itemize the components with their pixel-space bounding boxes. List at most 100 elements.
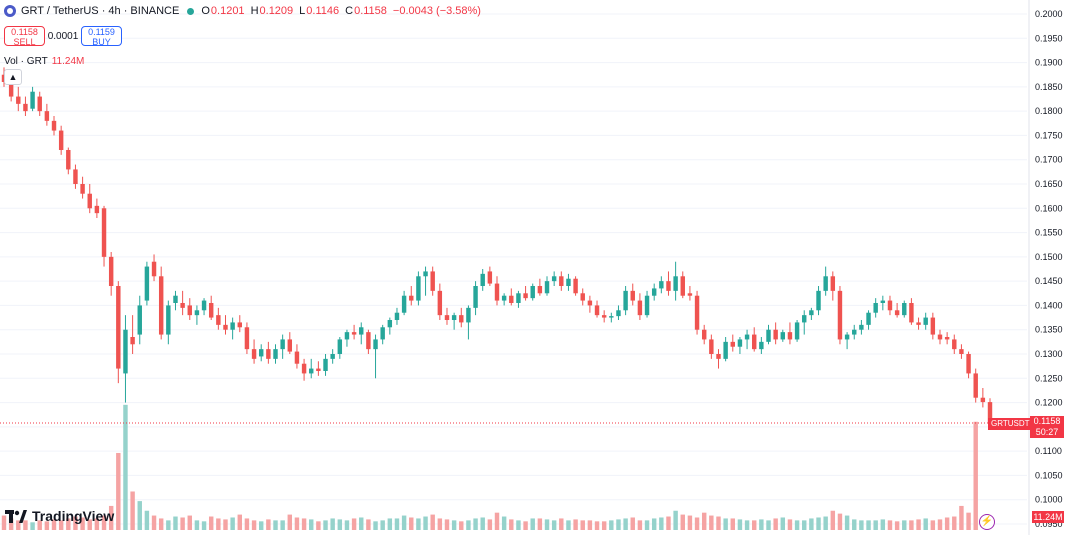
open-value: 0.1201 <box>210 5 245 17</box>
volume-bar <box>651 518 657 530</box>
tradingview-logo[interactable]: TradingView <box>5 508 114 524</box>
buy-button[interactable]: 0.1159 BUY <box>81 26 122 47</box>
candle-body <box>230 322 235 330</box>
price-tick-label: 0.1850 <box>1035 82 1063 92</box>
high-value: 0.1209 <box>259 5 294 17</box>
volume-bar <box>501 516 507 530</box>
volume-bar <box>466 520 471 530</box>
volume-bar <box>130 491 135 530</box>
volume-bar <box>416 518 421 530</box>
volume-bar <box>773 518 778 530</box>
lightning-icon[interactable]: ⚡ <box>979 514 995 530</box>
candle-body <box>609 316 614 318</box>
sell-price: 0.1158 <box>11 27 38 37</box>
last-price-value: 0.1158 <box>1033 416 1061 426</box>
volume-bar <box>301 518 307 530</box>
volume-bar <box>873 520 878 530</box>
candle-body <box>37 96 42 112</box>
candle-body <box>873 303 878 313</box>
last-price-tag: 0.1158 50:27 <box>1030 416 1064 438</box>
candle-body <box>58 130 64 150</box>
candle-body <box>516 293 521 303</box>
price-axis[interactable]: 0.2000 0.1950 0.1900 0.1850 0.1800 0.1750 0.17… <box>1035 9 1063 529</box>
candle-body <box>709 339 714 354</box>
sell-label: SELL <box>13 37 36 47</box>
volume-bar <box>208 516 214 530</box>
volume-bar <box>666 516 671 530</box>
volume-bar <box>530 518 535 530</box>
volume-bar <box>223 519 228 530</box>
volume-bar <box>23 520 28 530</box>
candle-body <box>166 305 171 335</box>
volume-bar <box>487 519 493 530</box>
price-tick-label: 0.0950 <box>1035 519 1063 529</box>
candle-body <box>573 278 578 294</box>
symbol-title[interactable]: GRT / TetherUS · 4h · BINANCE <box>21 5 180 17</box>
volume-bar <box>809 518 814 530</box>
candle-body <box>494 283 500 301</box>
candle-body <box>330 354 335 359</box>
volume-bar <box>66 518 71 530</box>
candle-body <box>544 281 550 294</box>
volume-bar <box>973 421 978 530</box>
candle-body <box>137 305 142 335</box>
candle-body <box>537 286 543 294</box>
candle-body <box>316 368 321 371</box>
volume-bar <box>37 520 42 530</box>
brand-name: TradingView <box>32 508 115 524</box>
candle-body <box>730 341 735 347</box>
candle-body <box>16 96 21 104</box>
volume-bar <box>80 517 85 530</box>
candle-body <box>587 300 593 306</box>
candle-body <box>130 337 135 345</box>
volume-bar <box>844 515 850 530</box>
candle-body <box>216 315 221 325</box>
volume-bar <box>737 519 743 530</box>
low-value: 0.1146 <box>306 5 340 17</box>
volume-bar <box>273 520 278 530</box>
volume-bar <box>244 518 250 530</box>
price-tick-label: 0.1950 <box>1035 33 1063 43</box>
buy-price: 0.1159 <box>88 27 115 37</box>
candle-body <box>158 276 164 335</box>
volume-bar <box>123 404 128 530</box>
volume-bar <box>859 520 864 530</box>
candle-body <box>123 329 128 374</box>
close-value: 0.1158 <box>354 5 387 17</box>
sell-button[interactable]: 0.1158 SELL <box>4 26 45 47</box>
candle-body <box>466 307 471 323</box>
candle-body <box>266 349 271 359</box>
volume-bar <box>923 518 928 530</box>
candle-body <box>809 310 814 316</box>
volume-bar <box>537 518 543 530</box>
volume-bar <box>387 518 393 530</box>
candle-body <box>437 290 443 316</box>
candle-body <box>923 317 928 325</box>
candle-body <box>530 286 535 299</box>
price-tick-label: 0.1750 <box>1035 130 1063 140</box>
candle-body <box>844 334 850 340</box>
candle-body <box>894 310 900 316</box>
candle-body <box>51 120 57 131</box>
candle-body <box>73 169 78 184</box>
volume-bar <box>930 520 936 530</box>
buy-label: BUY <box>92 37 111 47</box>
volume-bar <box>752 520 757 530</box>
volume-bar <box>916 519 921 530</box>
candle-body <box>194 310 200 316</box>
volume-bar <box>309 519 314 530</box>
volume-bar <box>73 516 78 530</box>
volume-bar <box>101 515 107 530</box>
candle-body <box>387 320 393 328</box>
price-tick-label: 0.1700 <box>1035 155 1063 165</box>
candle-body <box>794 322 800 340</box>
volume-bar <box>687 515 693 530</box>
price-tick-label: 0.1550 <box>1035 228 1063 238</box>
candle-body <box>144 266 150 301</box>
volume-value: 11.24M <box>51 56 85 67</box>
volume-bar <box>230 517 235 530</box>
candle-body <box>802 315 807 323</box>
chevron-up-icon[interactable]: ▲ <box>4 69 22 85</box>
volume-bar <box>823 516 828 530</box>
